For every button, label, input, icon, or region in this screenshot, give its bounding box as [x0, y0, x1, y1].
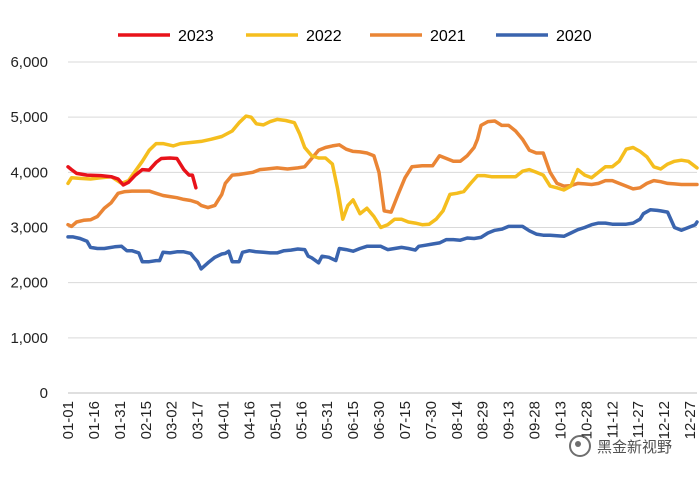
legend-label-2020: 2020: [556, 28, 592, 45]
legend: 2023 2022 2021 2020: [118, 28, 592, 45]
x-tick-label: 05-31: [319, 401, 336, 439]
series-line-2020: [66, 208, 699, 271]
x-tick-label: 03-17: [190, 401, 207, 439]
legend-label-2023: 2023: [178, 28, 214, 45]
x-tick-label: 04-16: [241, 401, 258, 439]
y-tick-label: 5,000: [10, 109, 48, 126]
x-tick-label: 12-27: [682, 401, 699, 439]
legend-label-2022: 2022: [306, 28, 342, 45]
series-line-2021: [66, 119, 699, 229]
watermark: 黑金新视野: [568, 435, 672, 457]
x-tick-label: 10-28: [578, 401, 595, 439]
x-tick-label: 09-28: [527, 401, 544, 439]
x-tick-label: 03-02: [164, 401, 181, 439]
series-line-2022: [66, 114, 699, 230]
x-tick-label: 08-14: [449, 401, 466, 439]
x-tick-label: 05-16: [293, 401, 310, 439]
y-tick-label: 0: [40, 385, 48, 402]
x-tick-label: 09-13: [501, 401, 518, 439]
x-tick-label: 01-01: [60, 401, 77, 439]
x-tick-label: 07-30: [423, 401, 440, 439]
x-axis: 01-01 01-16 01-31 02-15 03-02 03-17 04-01 04-16…: [60, 401, 699, 439]
x-tick-label: 01-16: [86, 401, 103, 439]
x-tick-label: 11-12: [604, 401, 621, 438]
wechat-eye-icon: [568, 435, 591, 457]
series-line-2023: [66, 156, 198, 190]
x-tick-label: 10-13: [552, 401, 569, 439]
x-tick-label: 07-15: [397, 401, 414, 439]
x-tick-label: 06-30: [371, 401, 388, 439]
y-tick-label: 6,000: [10, 54, 48, 71]
y-tick-label: 2,000: [10, 275, 48, 292]
x-tick-label: 11-27: [630, 401, 647, 438]
x-tick-label: 12-12: [656, 401, 673, 439]
x-tick-label: 01-31: [112, 401, 129, 439]
x-tick-label: 06-15: [345, 401, 362, 439]
y-axis: 0 1,000 2,000 3,000 4,000 5,000 6,000: [10, 54, 48, 402]
x-tick-label: 02-15: [138, 401, 155, 439]
y-tick-label: 3,000: [10, 220, 48, 237]
x-tick-label: 08-29: [475, 401, 492, 439]
gridlines: [68, 61, 697, 394]
legend-label-2021: 2021: [430, 28, 466, 45]
x-tick-label: 05-01: [267, 401, 284, 439]
plot-area: [66, 114, 699, 271]
x-tick-label: 04-01: [216, 401, 233, 439]
y-tick-label: 4,000: [10, 164, 48, 181]
y-tick-label: 1,000: [10, 330, 48, 347]
watermark-text: 黑金新视野: [596, 437, 672, 456]
